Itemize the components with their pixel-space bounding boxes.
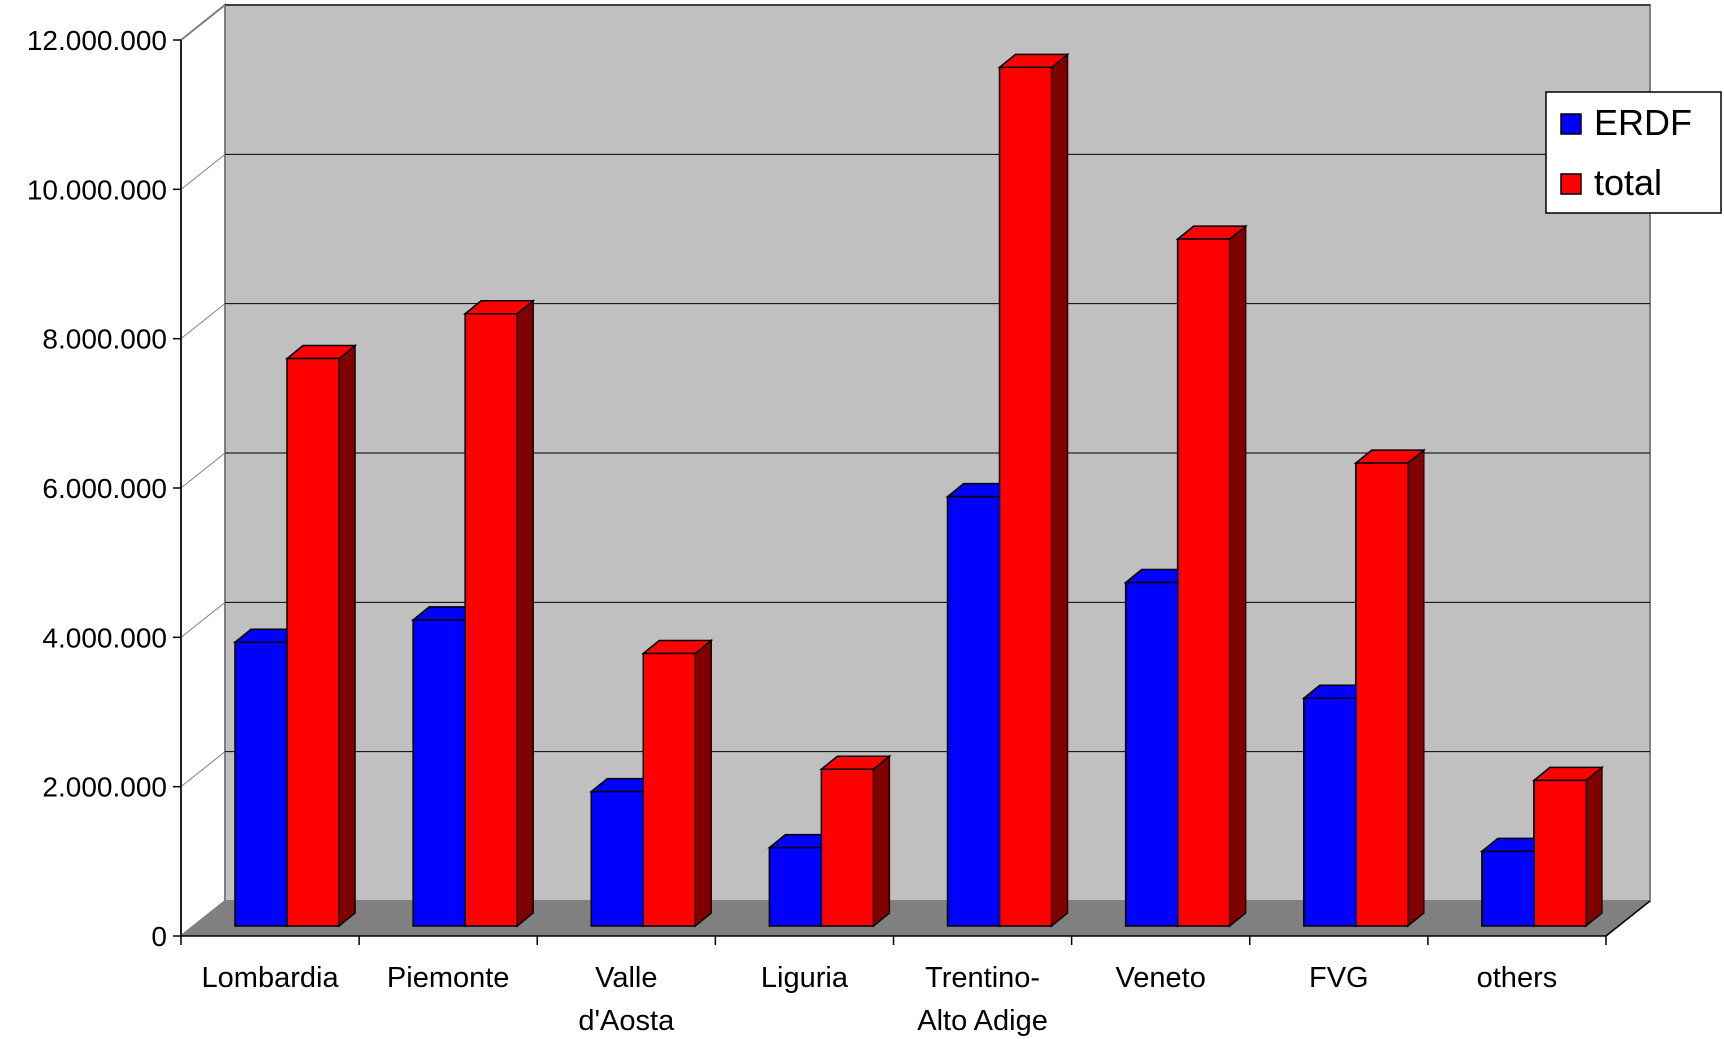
bar-front (1303, 697, 1357, 927)
y-tick-label: 8.000.000 (42, 324, 167, 355)
bar-front (286, 357, 340, 927)
bar-side (1050, 52, 1069, 928)
bar-front (1481, 850, 1535, 927)
bar-front (1355, 462, 1409, 927)
gridline-side (180, 303, 226, 340)
bar-front (464, 312, 518, 927)
gridline-side (180, 4, 226, 41)
y-tick-label: 6.000.000 (42, 473, 167, 504)
x-category-label: Liguria (761, 962, 849, 994)
bar-total-0 (284, 343, 358, 928)
bar-side (516, 299, 534, 928)
y-tick-label: 0 (151, 921, 167, 952)
x-category-label: Alto Adige (917, 1005, 1048, 1037)
y-tick-label: 12.000.000 (27, 25, 167, 56)
x-category-label: Piemonte (387, 962, 510, 994)
bar-front (1176, 238, 1231, 927)
bar-side (1407, 448, 1425, 928)
legend-label: ERDF (1594, 102, 1692, 143)
bar-side (872, 754, 891, 928)
bar-total-3 (819, 754, 892, 928)
bar-front (1124, 581, 1179, 927)
bar-total-2 (641, 638, 714, 928)
bar-front (234, 641, 288, 927)
x-category-label: Valle (595, 962, 657, 994)
bar-total-6 (1353, 448, 1426, 928)
gridline-side (180, 153, 226, 190)
bar-front (412, 619, 466, 927)
legend-swatch (1560, 113, 1582, 135)
gridline-side (180, 751, 226, 788)
y-tick-label: 4.000.000 (42, 622, 167, 653)
legend-label: total (1594, 162, 1662, 203)
bar-front (820, 768, 875, 927)
bar-total-1 (463, 299, 536, 928)
bar-front (998, 66, 1053, 927)
legend-swatch (1560, 173, 1582, 195)
x-category-label: others (1477, 962, 1558, 994)
gridline-side (180, 452, 226, 489)
bar-front (946, 495, 1001, 927)
y-tick-label: 10.000.000 (27, 174, 167, 205)
bar-total-4 (997, 52, 1070, 928)
bar-total-5 (1175, 224, 1248, 928)
x-category-label: Trentino- (925, 962, 1040, 994)
bar-side (1585, 765, 1603, 928)
floor (181, 901, 1650, 936)
bar-total-7 (1531, 765, 1604, 928)
bar-front (590, 790, 644, 927)
x-category-label: Veneto (1116, 962, 1206, 994)
bar-front (1533, 779, 1587, 927)
floor-edge (1605, 900, 1651, 937)
x-category-label: Lombardia (202, 962, 340, 994)
gridline-side (180, 601, 226, 638)
x-category-label: d'Aosta (578, 1005, 675, 1037)
y-tick-label: 2.000.000 (42, 772, 167, 803)
x-category-label: FVG (1309, 962, 1369, 994)
bar-side (1228, 224, 1247, 928)
bar-front (642, 652, 696, 927)
bar-front (768, 846, 823, 927)
bar-side (694, 638, 712, 928)
bar-side (338, 343, 356, 928)
